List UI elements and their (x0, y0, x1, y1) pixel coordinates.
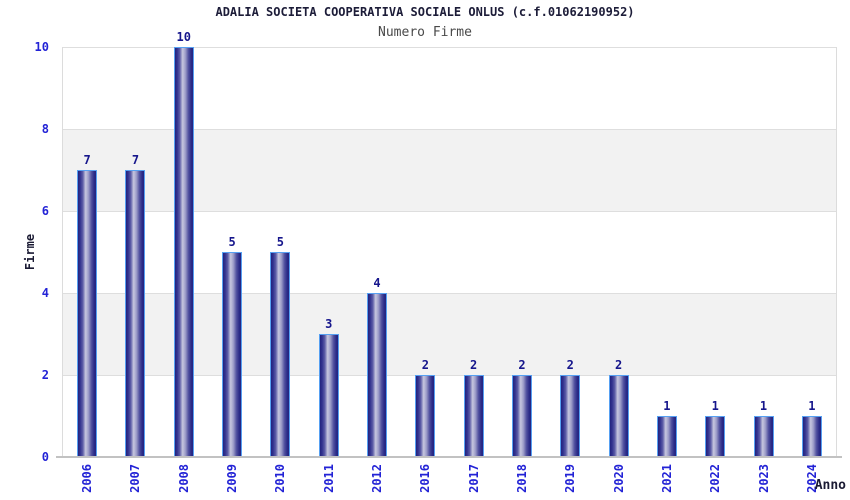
x-tick-label: 2020 (611, 464, 626, 493)
x-tick-label: 2012 (370, 464, 385, 493)
gridline (63, 293, 836, 294)
bar-column: 5 2010 (256, 47, 304, 493)
x-tick-label: 2009 (225, 464, 240, 493)
bar-value-label: 2 (470, 358, 478, 372)
bar-column: 10 2008 (160, 31, 208, 493)
x-tick-label: 2017 (466, 464, 481, 493)
bar (656, 416, 677, 457)
x-tick-label: 2008 (176, 464, 191, 493)
bar (705, 416, 726, 457)
bar-column: 2 2019 (546, 47, 594, 493)
x-tick-label: 2016 (418, 464, 433, 493)
x-tick-label: 2011 (321, 464, 336, 493)
bar-value-label: 2 (566, 358, 574, 372)
bar (270, 252, 291, 457)
bar-column: 1 2021 (643, 47, 691, 493)
bar (463, 375, 484, 457)
bar-column: 7 2007 (111, 47, 159, 493)
gridline (63, 375, 836, 376)
bar-value-label: 1 (663, 399, 671, 413)
y-axis-ticks: 0 2 4 6 8 10 (0, 40, 55, 464)
bar (318, 334, 339, 457)
bar (511, 375, 532, 457)
bar-value-label: 1 (808, 399, 816, 413)
bar (608, 375, 629, 457)
bar-column: 2 2016 (401, 47, 449, 493)
bar-column: 7 2006 (63, 47, 111, 493)
bar-column: 4 2012 (353, 47, 401, 493)
y-tick-label: 2 (41, 368, 49, 382)
x-tick-label: 2018 (514, 464, 529, 493)
bar (367, 293, 388, 457)
bar-value-label: 5 (228, 235, 236, 249)
bar-column: 1 2023 (739, 47, 787, 493)
bar-value-label: 7 (131, 153, 140, 167)
bar-column: 1 2022 (691, 47, 739, 493)
bar-column: 1 2024 (788, 47, 836, 493)
bar-value-label: 4 (373, 276, 381, 290)
bar-column: 2 2017 (450, 47, 498, 493)
bar-value-label: 2 (614, 358, 623, 372)
x-axis-line (56, 456, 842, 458)
bar-value-label: 3 (325, 317, 333, 331)
y-tick-label: 10 (34, 40, 49, 54)
x-tick-label: 2023 (756, 464, 771, 493)
gridline (63, 47, 836, 48)
bar-value-label: 7 (83, 153, 91, 167)
x-tick-label: 2010 (273, 464, 288, 493)
bar-value-label: 10 (176, 30, 192, 44)
bar (173, 47, 194, 457)
bar-value-label: 2 (518, 358, 526, 372)
gridline (63, 211, 836, 212)
gridline (63, 129, 836, 130)
bar-value-label: 2 (421, 358, 429, 372)
y-tick-label: 4 (41, 286, 49, 300)
bar (415, 375, 436, 457)
chart-subtitle: Numero Firme (378, 25, 472, 40)
bar (125, 170, 146, 457)
x-axis-title: Anno (814, 478, 846, 493)
y-tick-label: 8 (41, 122, 49, 136)
bar-column: 5 2009 (208, 47, 256, 493)
bar-value-label: 1 (711, 399, 719, 413)
bar-column: 3 2011 (305, 47, 353, 493)
bars-layer: 7 2006 7 2007 10 2008 5 2009 5 2010 3 2011 4 2012 2 201… (63, 31, 836, 493)
bar (753, 416, 774, 457)
bar-column: 2 2018 (498, 47, 546, 493)
y-tick-label: 6 (41, 204, 49, 218)
plot-area: 7 2006 7 2007 10 2008 5 2009 5 2010 3 2011 4 2012 2 201… (62, 31, 837, 493)
x-tick-label: 2006 (80, 464, 95, 493)
chart-title: ADALIA SOCIETA COOPERATIVA SOCIALE ONLUS… (215, 5, 635, 19)
bar-column: 2 2020 (594, 47, 642, 493)
bar (560, 375, 581, 457)
x-tick-label: 2007 (128, 464, 143, 493)
bar-value-label: 5 (276, 235, 285, 249)
bar (801, 416, 822, 457)
y-tick-label: 0 (41, 450, 49, 464)
bar (77, 170, 98, 457)
bar-value-label: 1 (759, 399, 768, 413)
x-tick-label: 2021 (659, 464, 674, 493)
x-tick-label: 2019 (563, 464, 578, 493)
bar (222, 252, 243, 457)
x-tick-label: 2022 (708, 464, 723, 493)
